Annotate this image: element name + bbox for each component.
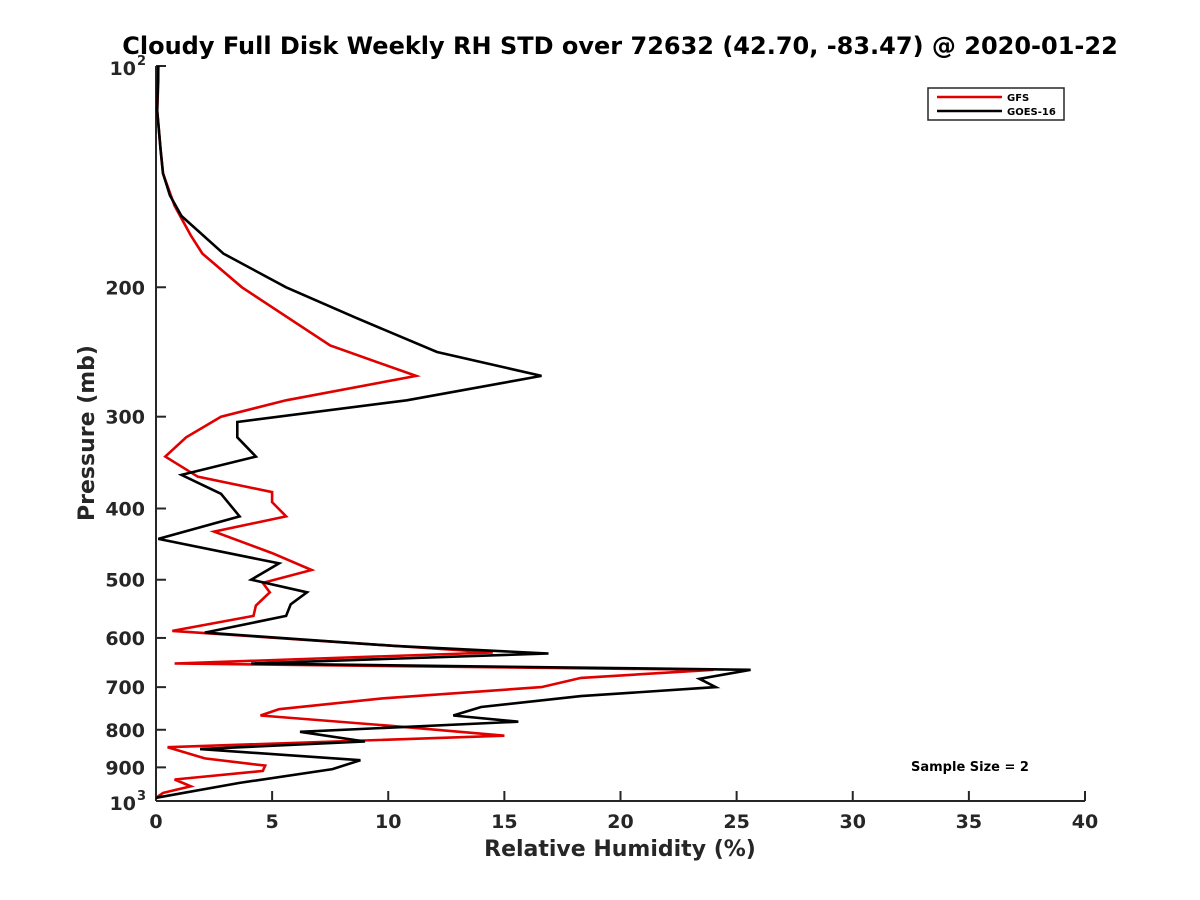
y-tick-label: 200 [105,277,145,299]
legend-label-goes16: GOES-16 [1007,107,1056,118]
x-axis-label: Relative Humidity (%) [484,837,756,862]
x-tick-label: 0 [149,811,162,833]
y-tick-label-base: 10 [110,58,136,80]
series-line-goes-16 [155,65,751,800]
x-ticks: 0 5 10 15 20 25 30 35 40 [149,791,1098,833]
x-tick-label: 35 [956,811,982,833]
x-tick-label: 25 [723,811,749,833]
chart-title: Cloudy Full Disk Weekly RH STD over 7263… [122,32,1118,60]
x-tick-label: 5 [266,811,279,833]
legend-box [927,87,1065,121]
x-tick-label: 40 [1072,811,1098,833]
y-tick-label-base: 10 [110,793,136,815]
y-tick-label: 700 [105,677,145,699]
y-tick-label-exponent: 2 [137,54,146,69]
x-tick-label: 20 [607,811,633,833]
y-tick-label: 500 [105,570,145,592]
series-group [155,65,751,800]
legend-label-gfs: GFS [1007,93,1029,104]
series-line-gfs [155,66,714,799]
x-tick-label: 30 [840,811,866,833]
x-tick-label: 10 [375,811,401,833]
y-tick-label: 900 [105,757,145,779]
y-tick-label: 800 [105,720,145,742]
y-tick-label: 400 [105,499,145,521]
legend: GFS GOES-16 [927,87,1065,121]
y-tick-label: 300 [105,407,145,429]
y-axis-label: Pressure (mb) [75,345,100,521]
sample-size-annotation: Sample Size = 2 [911,760,1029,775]
y-tick-label: 600 [105,628,145,650]
y-tick-label-exponent: 3 [137,789,146,804]
x-tick-label: 15 [491,811,517,833]
